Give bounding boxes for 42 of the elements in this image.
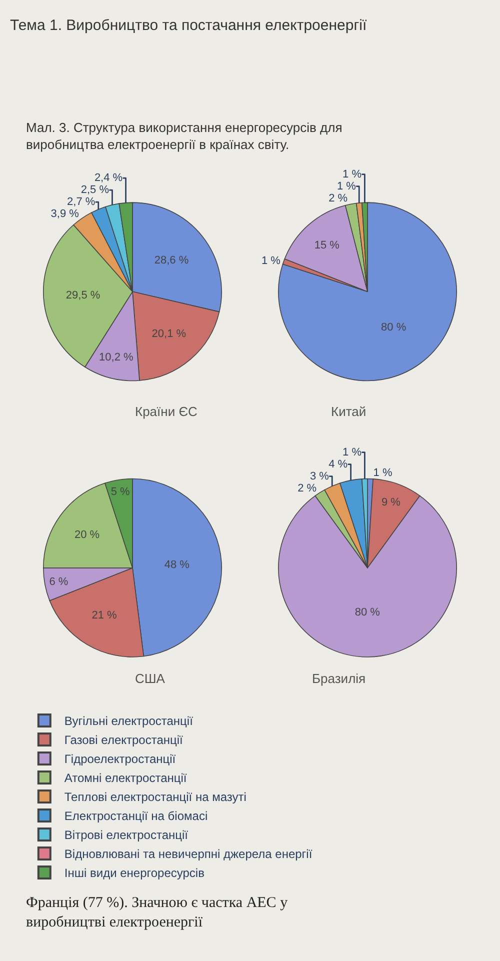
text: Франція (77 %). Значною є частка АЕС у виробництві електроенергії <box>26 895 288 930</box>
data-label: 1 % <box>336 180 356 192</box>
legend-label: Інші види енергоресурсів <box>64 866 204 880</box>
data-label: 28,6 % <box>154 254 189 267</box>
data-label: 20,1 % <box>152 328 186 340</box>
legend-label: Електростанції на біомасі <box>64 809 208 824</box>
data-label: 2 % <box>328 192 348 204</box>
data-label: 2,4 % <box>94 172 123 184</box>
data-label: 3 % <box>310 470 330 482</box>
data-label: 4 % <box>328 458 348 470</box>
legend-label: Відновлювані та невичерпні джерела енергії <box>64 847 313 862</box>
chart-title: Тема 1. Виробництво та постачання електроенергії <box>10 17 368 34</box>
data-label: 2,7 % <box>67 196 96 208</box>
data-label: 5 % <box>110 486 130 498</box>
data-label: 3,9 % <box>50 208 80 220</box>
slice-label: Бразилія <box>312 671 366 686</box>
data-label: 48 % <box>164 559 190 572</box>
legend-label: Атомні електростанції <box>64 771 188 786</box>
data-label: 80 % <box>354 606 380 618</box>
data-label: 2 % <box>298 482 317 494</box>
data-label: 6 % <box>49 576 68 588</box>
legend-label: Газові електростанції <box>64 733 184 748</box>
data-label: 1 % <box>261 254 281 267</box>
data-label: 2,5 % <box>80 184 110 196</box>
legend-label: Гідроелектростанції <box>64 752 176 766</box>
data-label: 1 % <box>342 446 362 458</box>
slice-label: Країни ЄС <box>135 404 198 419</box>
data-label: 80 % <box>381 322 406 334</box>
legend-label: Вітрові електростанції <box>64 828 189 842</box>
legend-label: Теплові електростанції на мазуті <box>64 790 246 804</box>
legend-label: Вугільні електростанції <box>64 714 194 728</box>
data-label: 1 % <box>342 168 362 180</box>
data-label: 20 % <box>74 528 100 541</box>
slice-label: США <box>135 671 166 686</box>
chart-subtitle: Мал. 3. Структура використання енергоресурсів для виробництва електроенергії в країнах світу. <box>26 120 342 152</box>
data-label: 21 % <box>92 609 118 622</box>
data-label: 9 % <box>382 496 401 508</box>
slice-label: Китай <box>331 404 366 419</box>
data-label: 10,2 % <box>99 351 134 364</box>
data-label: 1 % <box>373 466 392 479</box>
data-label: 29,5 % <box>66 290 100 302</box>
data-label: 15 % <box>314 240 340 252</box>
